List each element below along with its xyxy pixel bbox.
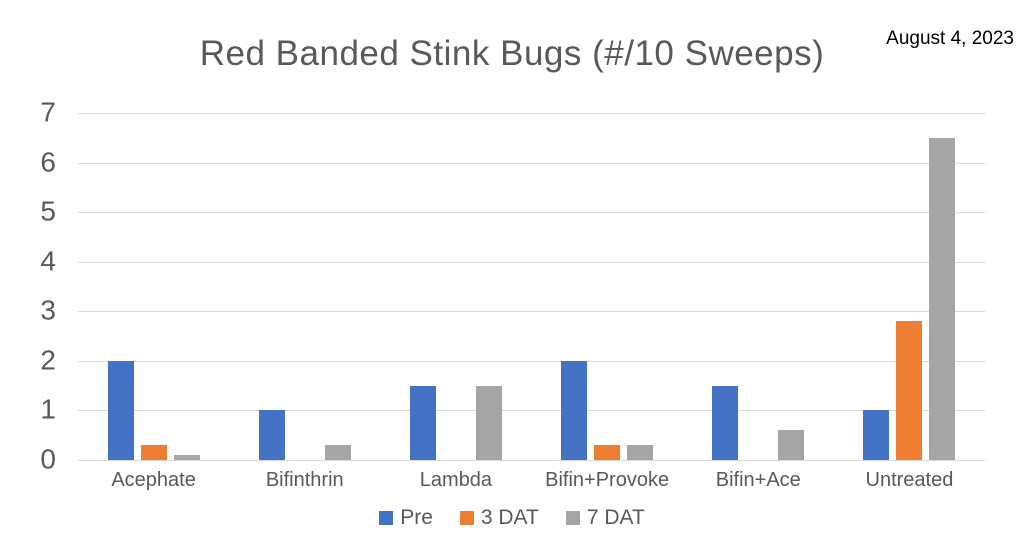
date-annotation: August 4, 2023 — [886, 28, 1014, 49]
bar-pre-bifinthrin — [258, 410, 285, 460]
bar-7-dat-untreated — [929, 137, 956, 460]
bars-container — [78, 113, 985, 460]
bar-group-lambda — [380, 113, 531, 460]
gridline-1 — [78, 410, 985, 412]
y-tick-label-4: 4 — [40, 245, 56, 277]
x-axis-labels: Acephate Bifinthrin Lambda Bifin+Provoke Bif… — [78, 469, 985, 492]
legend-label-pre: Pre — [400, 506, 433, 529]
bar-pre-lambda — [409, 385, 436, 460]
legend-item-7-dat: 7 DAT — [565, 506, 645, 530]
gridline-3 — [78, 311, 985, 313]
y-tick-label-5: 5 — [40, 195, 56, 227]
gridline-4 — [78, 261, 985, 263]
y-tick-label-6: 6 — [40, 146, 56, 178]
bar-group-untreated — [834, 113, 985, 460]
y-tick-label-3: 3 — [40, 294, 56, 326]
gridline-7 — [78, 113, 985, 114]
bar-pre-acephate — [107, 360, 134, 460]
x-label-lambda: Lambda — [419, 469, 493, 491]
x-label-acephate: Acephate — [111, 469, 196, 491]
chart-title: Red Banded Stink Bugs (#/10 Sweeps) — [199, 34, 825, 73]
bar-group-bifin-ace — [683, 113, 834, 460]
bar-7-dat-acephate — [173, 455, 200, 460]
legend-label-7-dat: 7 DAT — [586, 506, 645, 529]
x-label-bifinthrin: Bifinthrin — [265, 469, 344, 491]
legend: Pre 3 DAT 7 DAT — [0, 506, 1024, 530]
bar-group-bifin-provoke — [532, 113, 683, 460]
y-tick-label-0: 0 — [40, 443, 56, 475]
bar-3-dat-acephate — [140, 445, 167, 460]
bar-7-dat-lambda — [475, 385, 502, 460]
legend-swatch-7-dat — [565, 511, 580, 525]
bar-3-dat-untreated — [896, 321, 923, 460]
bar-7-dat-bifinthrin — [324, 445, 351, 460]
x-label-bifin-provoke: Bifin+Provoke — [545, 469, 670, 491]
bar-pre-untreated — [863, 410, 890, 460]
gridline-5 — [78, 212, 985, 214]
gridline-0 — [78, 460, 985, 461]
bar-pre-bifin-provoke — [561, 360, 588, 460]
x-label-bifin-ace: Bifin+Ace — [715, 469, 801, 491]
x-label-untreated: Untreated — [865, 469, 954, 491]
legend-swatch-pre — [379, 511, 394, 525]
gridline-6 — [78, 162, 985, 164]
bar-7-dat-bifin-ace — [778, 430, 805, 460]
bar-pre-bifin-ace — [712, 385, 739, 460]
y-tick-label-7: 7 — [40, 96, 56, 128]
y-tick-label-1: 1 — [40, 393, 56, 425]
gridline-2 — [78, 360, 985, 362]
legend-swatch-3-dat — [459, 511, 474, 525]
y-tick-label-2: 2 — [40, 344, 56, 376]
plot-area: 0 1 2 3 4 5 6 7 — [40, 98, 985, 473]
bar-group-acephate — [78, 113, 229, 460]
legend-label-3-dat: 3 DAT — [480, 506, 539, 529]
legend-item-pre: Pre — [379, 506, 433, 530]
bar-group-bifinthrin — [229, 113, 380, 460]
bar-7-dat-bifin-provoke — [627, 445, 654, 460]
legend-item-3-dat: 3 DAT — [459, 506, 539, 530]
bar-3-dat-bifin-provoke — [594, 445, 621, 460]
